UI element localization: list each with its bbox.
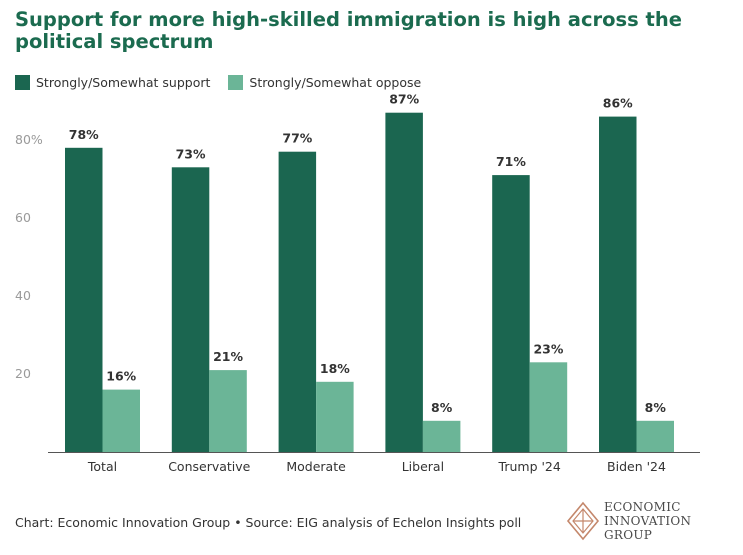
bar-chart: 20 40 60 80% 78% 16% Total 73% 21% Conservative 77… xyxy=(15,92,700,474)
bar-oppose xyxy=(316,381,354,452)
data-label: 21% xyxy=(213,349,243,364)
chart-title: Support for more high-skilled immigratio… xyxy=(15,8,682,53)
bar-support xyxy=(171,167,210,453)
data-label: 16% xyxy=(106,369,136,384)
data-label: 71% xyxy=(496,154,526,169)
data-label: 73% xyxy=(176,146,206,161)
y-tick-label: 40 xyxy=(15,288,31,303)
bar-oppose xyxy=(636,420,674,452)
bar-oppose xyxy=(102,389,140,452)
bar-support xyxy=(65,147,103,453)
data-label: 77% xyxy=(282,131,312,146)
y-tick-label: 60 xyxy=(15,210,31,225)
source-note: Chart: Economic Innovation Group • Sourc… xyxy=(15,515,522,530)
legend-item-oppose: Strongly/Somewhat oppose xyxy=(228,74,422,90)
bar-support xyxy=(278,151,317,452)
data-label: 78% xyxy=(69,127,99,142)
legend-label-oppose: Strongly/Somewhat oppose xyxy=(249,74,422,90)
logo-line-1: ECONOMIC xyxy=(604,500,681,514)
data-label: 8% xyxy=(431,400,453,415)
x-tick-label: Biden '24 xyxy=(607,459,666,474)
logo-line-3: GROUP xyxy=(604,528,653,542)
bar-support xyxy=(599,116,637,452)
data-label: 18% xyxy=(320,361,350,376)
x-tick-label: Total xyxy=(87,459,117,474)
legend-item-support: Strongly/Somewhat support xyxy=(15,74,211,90)
legend-swatch-support xyxy=(15,74,30,90)
bar-oppose xyxy=(422,420,461,452)
x-tick-label: Liberal xyxy=(402,459,444,474)
y-tick-label: 80% xyxy=(15,132,43,147)
x-tick-label: Moderate xyxy=(286,459,346,474)
diamond-logo-icon xyxy=(566,501,600,541)
logo-line-2: INNOVATION xyxy=(604,514,692,528)
bar-support xyxy=(385,112,423,452)
bar-support xyxy=(492,175,530,452)
data-label: 87% xyxy=(389,92,419,107)
data-label: 23% xyxy=(533,341,563,356)
x-tick-label: Conservative xyxy=(168,459,250,474)
legend-label-support: Strongly/Somewhat support xyxy=(36,74,211,90)
data-label: 8% xyxy=(645,400,667,415)
y-tick-label: 20 xyxy=(15,366,31,381)
data-label: 86% xyxy=(603,96,633,111)
legend-swatch-oppose xyxy=(228,74,244,90)
x-tick-label: Trump '24 xyxy=(498,459,561,474)
bar-oppose xyxy=(209,370,247,452)
bar-oppose xyxy=(529,362,568,452)
eig-logo: ECONOMIC INNOVATION GROUP xyxy=(566,500,691,542)
legend: Strongly/Somewhat support Strongly/Somew… xyxy=(15,73,439,91)
